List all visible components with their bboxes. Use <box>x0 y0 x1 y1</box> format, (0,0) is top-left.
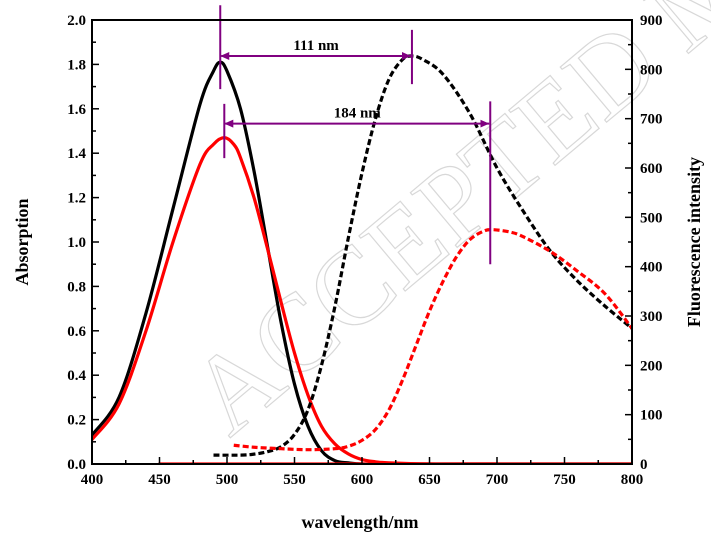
x-axis-ticks: 400 450 500 550 600 650 700 750 800 <box>81 457 644 488</box>
left-y-tick-label: 1.6 <box>67 102 86 118</box>
x-axis-title: wavelength/nm <box>302 512 419 532</box>
left-y-axis-ticks: 0.0 0.2 0.4 0.6 0.8 1.0 1.2 1.4 1.6 1.8 2.0 <box>67 13 99 473</box>
left-y-tick-label: 0.0 <box>67 457 86 473</box>
right-y-axis-ticks: 0 100 200 300 400 500 600 700 800 900 <box>625 13 663 473</box>
annotation-1-label: 111 nm <box>293 38 339 54</box>
right-y-tick-label: 600 <box>640 161 663 177</box>
left-y-tick-label: 1.4 <box>67 146 86 162</box>
left-y-tick-label: 0.8 <box>67 279 86 295</box>
x-tick-label: 550 <box>283 472 306 488</box>
annotation-2-label: 184 nm <box>334 106 382 122</box>
watermark-text: ACCEPTED MANUSCRIPT <box>167 0 711 457</box>
right-y-tick-label: 200 <box>640 358 663 374</box>
left-y-tick-label: 1.2 <box>67 191 86 207</box>
x-tick-label: 600 <box>351 472 374 488</box>
left-y-axis-title: Absorption <box>12 198 32 285</box>
right-y-tick-label: 0 <box>640 457 648 473</box>
right-y-tick-label: 800 <box>640 62 663 78</box>
left-y-tick-label: 0.4 <box>67 368 86 384</box>
data-curves <box>92 54 632 464</box>
right-y-tick-label: 900 <box>640 13 663 29</box>
x-tick-label: 800 <box>621 472 644 488</box>
left-y-tick-label: 0.2 <box>67 413 86 429</box>
x-tick-label: 500 <box>216 472 239 488</box>
right-y-tick-label: 700 <box>640 112 663 128</box>
left-y-tick-label: 1.8 <box>67 57 86 73</box>
x-tick-label: 750 <box>553 472 576 488</box>
x-tick-label: 450 <box>148 472 171 488</box>
left-y-tick-label: 1.0 <box>67 235 86 251</box>
x-tick-label: 400 <box>81 472 104 488</box>
right-y-tick-label: 500 <box>640 210 663 226</box>
right-y-tick-label: 300 <box>640 309 663 325</box>
right-y-tick-label: 100 <box>640 408 663 424</box>
series-line-3 <box>213 54 632 457</box>
right-y-tick-label: 400 <box>640 260 663 276</box>
shift-annotations: 111 nm 184 nm <box>219 5 492 265</box>
series-line-4 <box>233 227 632 452</box>
x-tick-label: 650 <box>418 472 441 488</box>
left-y-tick-label: 2.0 <box>67 13 86 29</box>
x-tick-label: 700 <box>486 472 509 488</box>
right-y-axis-title: Fluorescence intensity <box>684 157 704 327</box>
left-y-tick-label: 0.6 <box>67 324 86 340</box>
